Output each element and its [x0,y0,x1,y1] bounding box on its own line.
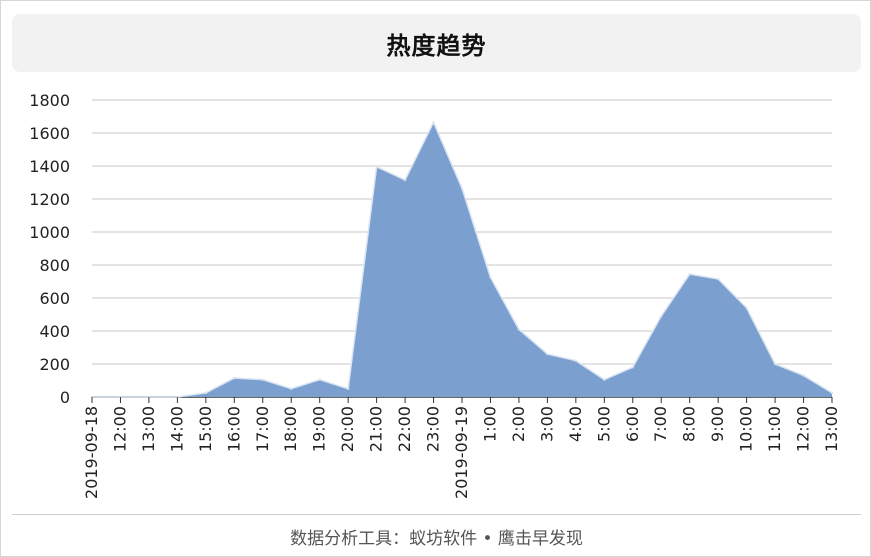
data-point [574,359,578,362]
data-point [716,277,720,281]
chart-title: 热度趋势 [386,31,487,60]
area-chart: 0 200 400 600 800 1000 1200 1400 1600 1800 2019-09… [29,91,841,499]
footer-credit: 数据分析工具：蚁坊软件 • 鹰击早发现 [290,529,583,549]
x-tick-label: 2019-09-19 [452,406,471,499]
data-point [290,387,293,390]
data-point [489,276,492,279]
data-point [403,178,407,182]
x-tick-label: 10:00 [737,406,756,452]
area-fill [92,122,832,398]
data-point [375,165,378,169]
x-tick-label: 4:00 [566,406,585,442]
x-tick-label: 18:00 [281,406,300,452]
data-point [346,387,350,390]
title-bar: 热度趋势 [12,14,861,72]
data-point [773,362,777,366]
y-tick-label: 1000 [29,223,70,242]
x-tick-label: 23:00 [424,406,443,452]
x-tick-label: 5:00 [594,406,613,442]
data-point [660,314,663,318]
data-point [318,378,321,381]
x-tick-label: 22:00 [395,406,414,452]
data-point [460,187,464,190]
x-tick-label: 20:00 [338,406,357,452]
x-tick-label: 3:00 [537,406,556,442]
x-tick-label: 8:00 [680,406,699,442]
x-tick-label: 12:00 [110,406,129,452]
y-tick-label: 200 [39,355,70,374]
data-point [745,306,748,310]
data-point [631,366,634,369]
x-tick-label: 2:00 [509,406,528,442]
x-tick-label: 19:00 [310,406,329,452]
y-tick-label: 1600 [29,124,70,143]
x-tick-label: 12:00 [794,406,813,452]
x-tick-label: 14:00 [167,406,186,452]
data-point [517,328,521,331]
data-point [688,272,691,276]
data-point [546,352,549,356]
x-tick-label: 13:00 [139,406,158,452]
y-tick-label: 1200 [29,190,70,209]
y-tick-label: 600 [39,289,70,308]
x-tick-label: 13:00 [822,406,841,452]
x-tick-label: 6:00 [623,406,642,442]
x-tick-label: 11:00 [765,406,784,452]
data-point [830,391,834,395]
x-tick-label: 1:00 [480,406,499,442]
y-tick-label: 800 [39,256,70,275]
x-tick-label: 7:00 [651,406,670,442]
x-tick-label: 2019-09-18 [82,406,101,499]
y-tick-label: 1400 [29,157,70,176]
x-tick-label: 9:00 [708,406,727,442]
x-tick-label: 16:00 [224,406,243,452]
y-tick-label: 400 [39,322,70,341]
y-tick-label: 1800 [29,91,70,110]
x-tick-label: 17:00 [253,406,272,452]
data-point [233,376,236,380]
data-point [432,121,435,124]
x-tick-label: 21:00 [367,406,386,452]
footer-divider [12,514,861,515]
y-tick-label: 0 [60,388,70,407]
x-tick-label: 15:00 [196,406,215,452]
data-point [603,378,606,381]
data-point [204,391,208,395]
data-point [802,374,805,377]
data-point [261,378,264,381]
